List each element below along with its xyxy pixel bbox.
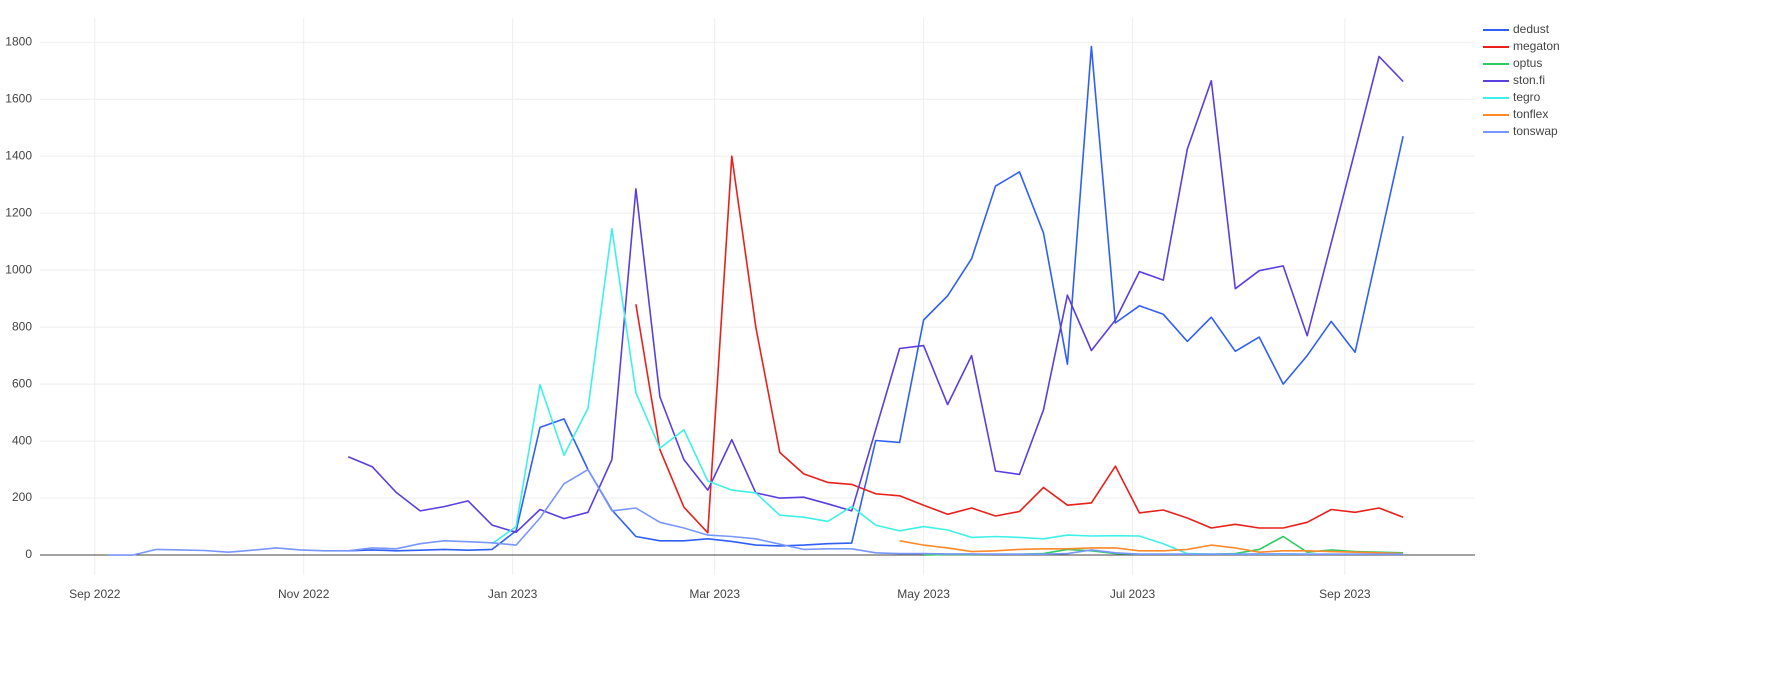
x-tick-label: Sep 2022 (69, 587, 121, 601)
x-tick-label: Sep 2023 (1319, 587, 1371, 601)
series-line (347, 55, 1404, 534)
y-tick-label: 1800 (5, 34, 32, 48)
x-tick-label: Nov 2022 (278, 587, 330, 601)
y-tick-label: 1600 (5, 91, 32, 105)
y-tick-label: 1000 (5, 262, 32, 276)
series-line (348, 45, 1404, 552)
legend-label: optus (1513, 56, 1542, 70)
series-line (899, 540, 1404, 555)
legend-label: ston.fi (1513, 73, 1545, 87)
y-tick-label: 400 (12, 433, 32, 447)
y-tick-label: 800 (12, 319, 32, 333)
x-tick-label: Jan 2023 (488, 587, 538, 601)
y-tick-label: 0 (25, 547, 32, 561)
x-tick-label: Jul 2023 (1110, 587, 1156, 601)
series-line (635, 155, 1404, 534)
series-line (108, 468, 1404, 556)
x-tick-label: May 2023 (897, 587, 950, 601)
legend-label: tonflex (1513, 107, 1548, 121)
y-tick-label: 600 (12, 376, 32, 390)
y-tick-label: 200 (12, 490, 32, 504)
legend-label: tonswap (1513, 124, 1558, 138)
y-tick-label: 1400 (5, 148, 32, 162)
y-tick-label: 1200 (5, 205, 32, 219)
legend-label: tegro (1513, 90, 1541, 104)
legend-label: megaton (1513, 39, 1560, 53)
x-tick-label: Mar 2023 (689, 587, 740, 601)
legend-label: dedust (1513, 22, 1550, 36)
